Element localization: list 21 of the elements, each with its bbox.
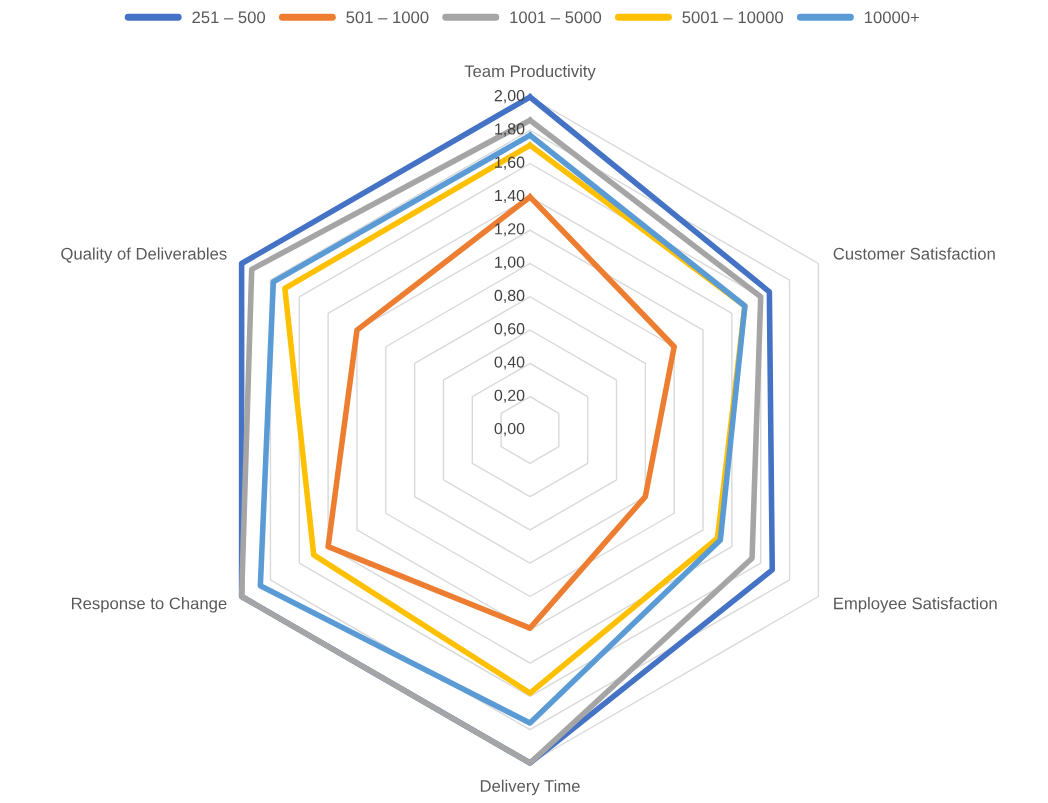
spoke-label: Customer Satisfaction bbox=[833, 247, 995, 260]
legend-label: 501 – 1000 bbox=[346, 11, 429, 24]
y-tick-label: 2,00 bbox=[494, 89, 525, 104]
spoke-label: Quality of Deliverables bbox=[61, 247, 227, 263]
y-tick-label: 0,20 bbox=[494, 389, 525, 403]
spoke-label: Response to Change bbox=[71, 597, 227, 613]
legend-label: 251 – 500 bbox=[192, 11, 266, 24]
legend-label: 5001 – 10000 bbox=[682, 11, 784, 24]
y-tick-label: 0,80 bbox=[494, 289, 525, 303]
y-tick-label: 0,40 bbox=[494, 356, 525, 370]
y-tick-label: 0,60 bbox=[494, 323, 525, 337]
y-tick-label: 1,40 bbox=[495, 189, 525, 204]
spoke-label: Delivery Time bbox=[480, 779, 580, 796]
y-tick-label: 1,00 bbox=[495, 256, 525, 270]
y-tick-label: 1,20 bbox=[495, 223, 525, 237]
legend-label: 1001 – 5000 bbox=[510, 11, 602, 24]
y-tick-label: 1,80 bbox=[495, 123, 525, 137]
spoke-label: Employee Satisfaction bbox=[834, 597, 997, 613]
y-tick-label: 0,00 bbox=[494, 422, 525, 437]
legend-label: 10000+ bbox=[864, 11, 919, 24]
spoke-label: Team Productivity bbox=[464, 64, 596, 81]
